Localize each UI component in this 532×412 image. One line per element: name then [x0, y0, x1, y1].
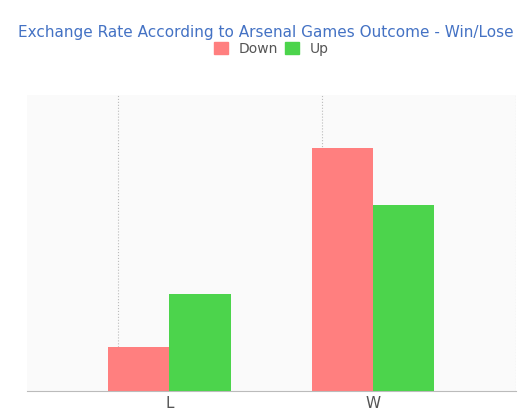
Bar — [169, 293, 230, 391]
Text: Exchange Rate According to Arsenal Games Outcome - Win/Lose: Exchange Rate According to Arsenal Games… — [18, 25, 514, 40]
Bar — [108, 347, 169, 391]
Bar — [373, 204, 435, 391]
Legend: Down, Up: Down, Up — [208, 36, 335, 61]
Bar — [312, 148, 373, 391]
